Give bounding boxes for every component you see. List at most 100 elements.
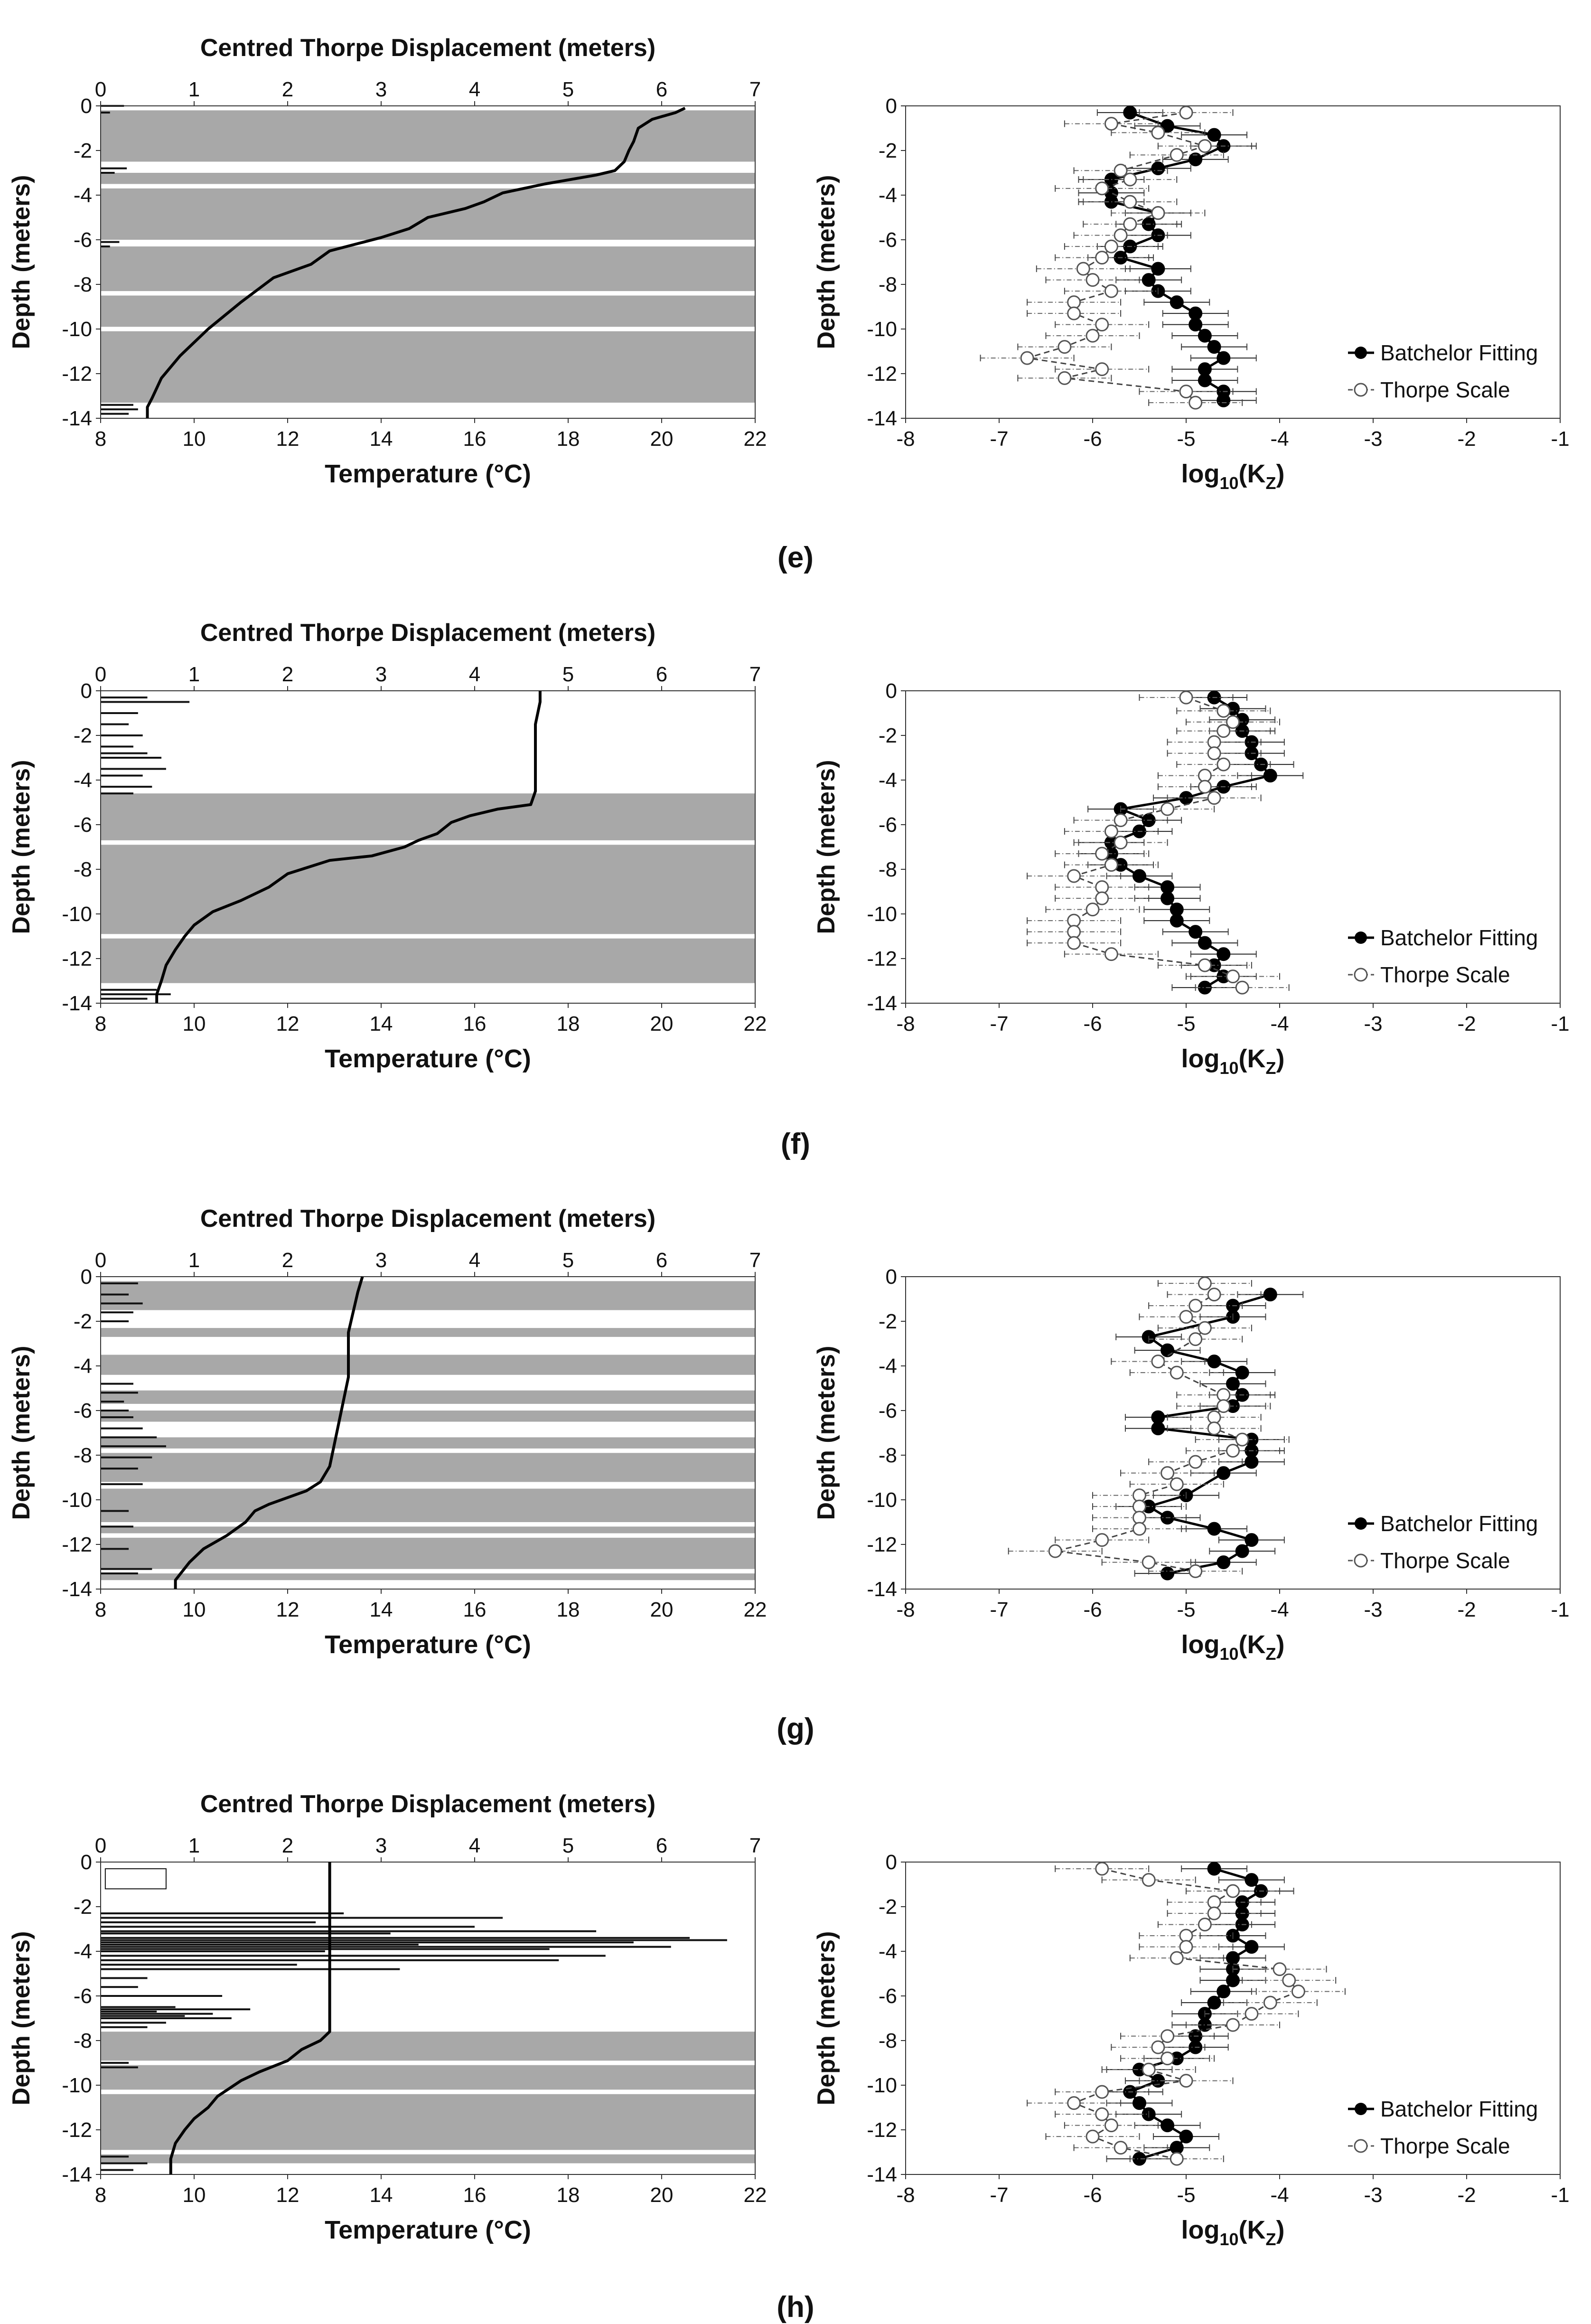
bottom-tick-label: 12 [276,427,299,451]
y-tick-label: -6 [879,228,897,252]
y-tick-label: -14 [867,992,897,1015]
thorpe-point [1179,105,1193,120]
right-chart: -8 -7 -6 -5 -4 -3 -2 -10-2-4-6-8-10-12-14Depth … [813,94,1570,493]
top-tick-label: 4 [469,78,480,101]
legend-thorpe-label: Thorpe Scale [1380,1548,1510,1573]
batchelor-point [1217,1555,1231,1570]
top-tick-label: 4 [469,1249,480,1272]
top-tick-label: 2 [282,663,293,686]
batchelor-point [1151,1421,1165,1436]
x-tick-label: -6 [1083,427,1102,451]
thorpe-bar [101,1941,634,1944]
left-x-axis-title: Temperature (°C) [325,460,531,488]
x-tick-label: -1 [1551,1598,1569,1621]
thorpe-point [1170,148,1184,162]
thorpe-bar [101,2062,129,2064]
shaded-band [101,173,755,184]
top-tick-label: 5 [562,1834,574,1857]
x-tick-label: -8 [896,2183,915,2207]
y-tick-label: -8 [74,858,92,881]
thorpe-bar [101,1525,133,1528]
left-top-axis-title: Centred Thorpe Displacement (meters) [200,1205,655,1233]
y-tick-label: -2 [74,1895,92,1919]
right-plot-frame [905,690,1561,1004]
right-x-axis-title: log10(KZ) [1181,1630,1285,1664]
right-chart: -8 -7 -6 -5 -4 -3 -2 -10-2-4-6-8-10-12-14Depth … [813,1265,1570,1664]
x-tick-label: -3 [1364,1598,1382,1621]
legend: Batchelor Fitting Thorpe Scale [1348,2097,1538,2158]
thorpe-bar [101,1436,157,1439]
thorpe-bar [101,2010,157,2013]
batchelor-point [1198,936,1212,950]
y-tick-label: -8 [879,2029,897,2052]
xlabel-paren: (K [1239,2216,1266,2244]
y-tick-label: 0 [81,679,92,703]
thorpe-bar [101,1410,129,1411]
thorpe-point [1160,802,1175,816]
y-tick-label: -2 [879,1310,897,1333]
y-tick-label: -10 [62,903,92,926]
batchelor-point [1263,769,1277,783]
x-tick-label: -5 [1177,1012,1195,1035]
batchelor-point [1245,1940,1259,1954]
thorpe-point [1189,1564,1203,1578]
bottom-tick-label: 8 [95,427,106,451]
x-tick-label: -2 [1457,2183,1476,2207]
thorpe-point [1189,1455,1203,1469]
y-tick-label: -12 [62,1533,92,1556]
xlabel-log: log [1181,460,1220,488]
batchelor-point [1151,262,1165,276]
thorpe-point [1095,251,1109,265]
xlabel-log: log [1181,2216,1220,2244]
top-tick-label: 6 [656,663,667,686]
thorpe-bar [101,2017,232,2019]
top-tick-label: 2 [282,78,293,101]
batchelor-point [1207,340,1221,354]
thorpe-point [1217,757,1231,772]
thorpe-point [1198,139,1212,153]
y-tick-label: -12 [867,2118,897,2142]
legend-thorpe-label: Thorpe Scale [1380,377,1510,402]
bottom-tick-label: 14 [370,1012,393,1035]
top-tick-label: 1 [188,1834,200,1857]
thorpe-point [1104,239,1118,254]
y-tick-label: -12 [62,2118,92,2142]
shaded-band [101,2154,755,2164]
bottom-tick-label: 20 [650,1598,674,1621]
xlabel-close: ) [1276,1630,1285,1659]
y-tick-label: -10 [867,903,897,926]
left-plot-frame [100,1276,756,1590]
thorpe-point [1142,1555,1156,1570]
thorpe-bar [101,993,171,996]
legend: Batchelor Fitting Thorpe Scale [1348,1511,1538,1573]
thorpe-bar [101,1926,475,1928]
y-tick-label: -8 [879,858,897,881]
batchelor-point [1189,925,1203,939]
left-top-axis-title: Centred Thorpe Displacement (meters) [200,34,655,62]
thorpe-point [1104,284,1118,298]
legend-thorpe-marker [1354,1553,1368,1568]
batchelor-point [1198,373,1212,387]
batchelor-point [1160,2118,1175,2133]
bottom-tick-label: 8 [95,1598,106,1621]
bottom-tick-label: 10 [183,427,206,451]
bottom-tick-label: 18 [557,2183,580,2207]
thorpe-point [1058,340,1072,354]
bottom-tick-label: 22 [744,2183,767,2207]
batchelor-point [1132,869,1146,883]
thorpe-bar [101,757,162,759]
x-tick-label: -2 [1457,1598,1476,1621]
batchelor-point [1245,1455,1259,1469]
thorpe-bar [101,241,120,243]
thorpe-bar [101,1932,391,1935]
shaded-band [101,845,755,934]
bottom-tick-label: 22 [744,1012,767,1035]
thorpe-point [1114,836,1128,850]
thorpe-point [1226,969,1240,984]
batchelor-point [1235,1544,1249,1558]
bottom-tick-label: 16 [463,2183,487,2207]
bottom-tick-label: 14 [370,427,393,451]
bottom-tick-label: 10 [183,2183,206,2207]
thorpe-point [1198,780,1212,794]
thorpe-point [1189,1332,1203,1346]
